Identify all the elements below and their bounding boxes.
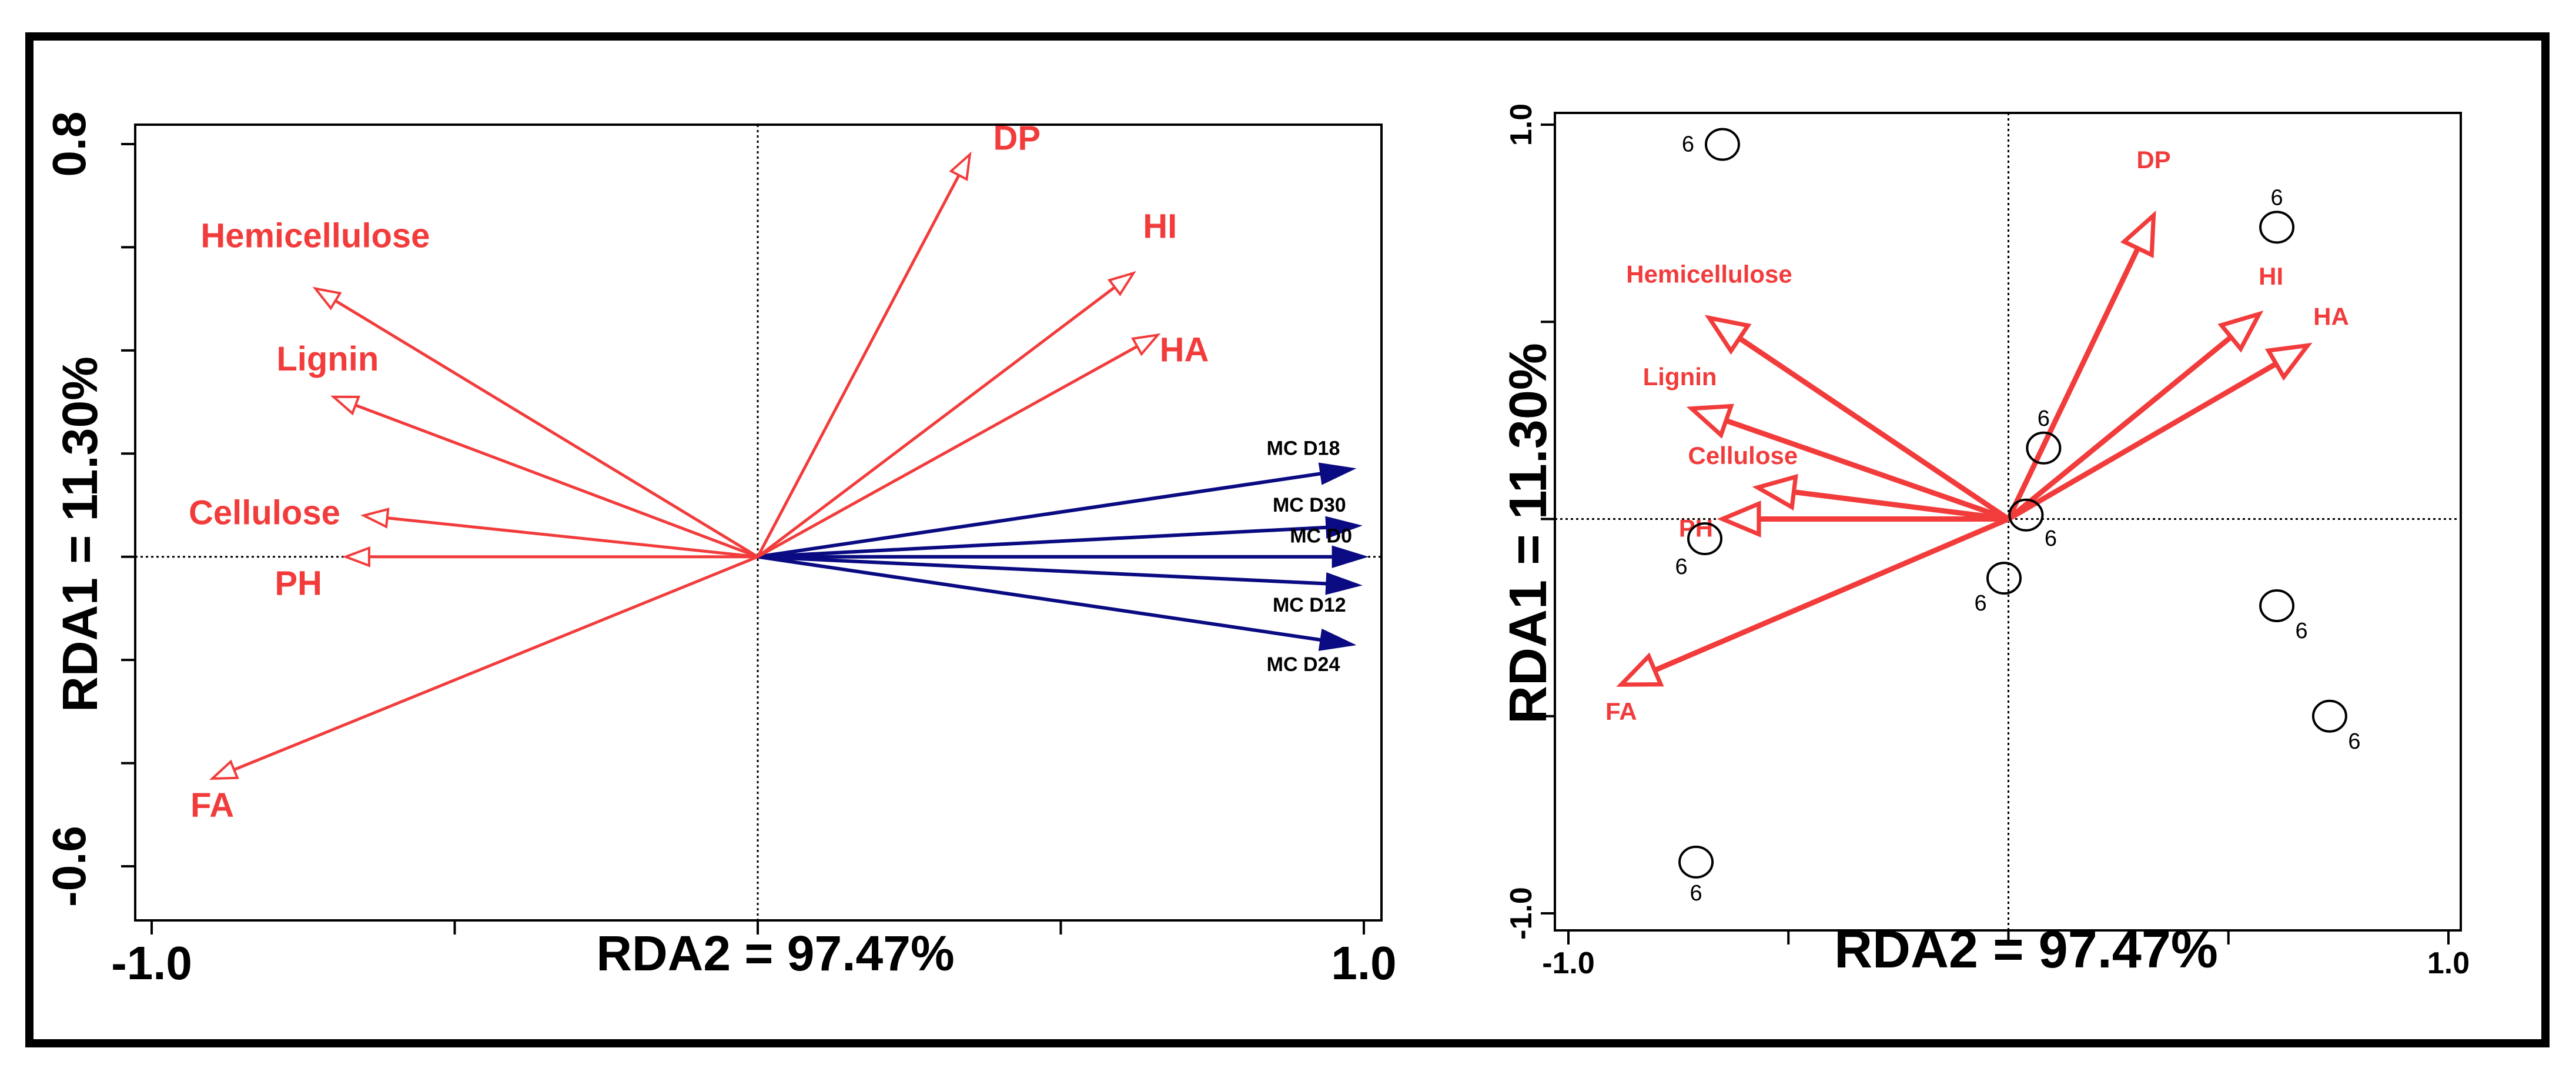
y-axis-label: RDA1 = 11.30% [1499,343,1558,724]
site-point [1704,128,1740,161]
y-tick-label: 1.0 [1504,104,1538,146]
env-vector-fa-arrowhead [209,759,239,780]
site-label: 6 [2271,185,2283,210]
env-vector-hemicellulose-arrowhead [312,286,342,311]
response-label-mc-d30: MC D30 [1273,494,1346,516]
y-tick-label: -1.0 [1504,887,1538,940]
site-point [2026,431,2062,465]
response-vector-mc-d12-arrowhead [1325,572,1363,595]
env-vector-cellulose-line [1791,489,2011,522]
x-tick-label: 1.0 [1331,937,1396,989]
env-label-dp: DP [2136,146,2170,173]
response-vector-mc-d0-arrowhead [1332,545,1369,568]
y-axis-label: RDA1 = 11.30% [52,356,108,712]
env-label-fa: FA [1605,697,1637,725]
env-vector-fa-line [1652,516,2011,673]
env-label-lignin: Lignin [276,340,379,378]
response-vector-mc-d18-line [756,472,1323,559]
site-label: 6 [2348,729,2360,754]
x-tick-label: -1.0 [1542,946,1595,980]
site-label: 6 [1974,591,1986,616]
response-vector-mc-d30-arrowhead [1325,516,1363,539]
env-vector-dp-line [756,173,961,559]
site-point [1986,562,2022,595]
env-vector-hemicellulose-line [334,299,760,559]
x-axis-label: RDA2 = 97.47% [1834,920,2218,979]
response-label-mc-d24: MC D24 [1267,653,1340,676]
env-label-hi: HI [2259,262,2283,290]
env-vector-dp-line [2006,245,2141,522]
response-label-mc-d12: MC D12 [1273,594,1346,616]
right-rda-triplot: -1.0 1.0 -1.0 1.0 RDA2 = 97.47% RDA1 = 11.30%… [1499,104,2470,980]
env-vector-hemicellulose-line [1737,335,2011,522]
env-vector-lignin-arrowhead [1686,403,1734,439]
left-rda-biplot: -1.0 1.0 -0.6 0.8 RDA2 = 97.47% RDA1 = 11.30%… [43,111,1397,989]
site-point [1678,845,1714,879]
site-label: 6 [1675,555,1687,579]
env-label-ph: PH [275,565,322,603]
env-vector-hemicellulose-arrowhead [1704,315,1752,355]
env-label-ha: HA [1160,331,1209,369]
site-label: 6 [2038,406,2050,431]
site-label: 6 [1690,881,1702,906]
env-vector-hi-line [756,285,1116,559]
env-label-lignin: Lignin [1643,363,1717,391]
site-point [2311,699,2347,733]
env-label-fa: FA [190,786,234,825]
env-label-cellulose: Cellulose [189,494,340,532]
response-label-mc-d18: MC D18 [1267,438,1340,460]
site-label: 6 [2296,619,2308,643]
env-vector-ph-arrowhead [1717,500,1761,538]
figure-border [25,32,2550,1047]
env-vector-fa-arrowhead [1616,652,1664,687]
response-label-mc-d0: MC D0 [1290,525,1352,548]
env-vector-lignin-line [1723,418,2011,522]
env-label-ha: HA [2313,302,2349,330]
response-vector-mc-d12-line [756,555,1329,586]
env-vector-dp-arrowhead [2120,210,2156,258]
env-label-ph: PH [1679,515,1713,542]
env-vector-hi-arrowhead [1107,271,1136,296]
env-vector-ha-line [756,345,1139,559]
x-axis-label: RDA2 = 97.47% [596,926,954,981]
env-label-hi: HI [1143,207,1177,245]
env-vector-fa-line [232,555,760,772]
site-label: 6 [1682,132,1694,157]
env-vector-dp-arrowhead [949,151,972,182]
env-vector-cellulose-line [386,516,760,559]
env-label-hemicellulose: Hemicellulose [1626,261,1792,288]
response-vector-mc-d24-arrowhead [1318,628,1357,651]
env-vector-ha-line [2006,361,2279,522]
response-vector-mc-d30-line [756,525,1329,559]
env-vector-ha-arrowhead [1131,333,1161,356]
env-vector-ha-arrowhead [2264,342,2313,381]
env-vector-cellulose-arrowhead [1752,473,1798,511]
env-label-hemicellulose: Hemicellulose [200,217,430,255]
env-vector-cellulose-arrowhead [360,508,390,529]
site-point [2259,211,2295,244]
site-point [2259,589,2295,623]
site-label: 6 [2045,526,2057,551]
response-vector-mc-d18-arrowhead [1318,462,1357,485]
response-vector-mc-d24-line [756,555,1323,642]
env-vector-hi-arrowhead [2217,310,2264,353]
x-tick-label: 1.0 [2427,946,2470,980]
x-tick-label: -1.0 [111,937,192,989]
site-point [2008,498,2044,532]
y-tick-label: 0.8 [43,111,95,176]
env-vector-lignin-arrowhead [330,395,360,416]
env-vector-hi-line [2006,334,2234,522]
site-point [1687,522,1723,556]
env-label-cellulose: Cellulose [1688,442,1798,469]
env-vector-ph-arrowhead [342,546,370,568]
y-tick-label: -0.6 [43,826,95,907]
env-vector-lignin-line [354,403,760,559]
env-label-dp: DP [993,119,1041,158]
